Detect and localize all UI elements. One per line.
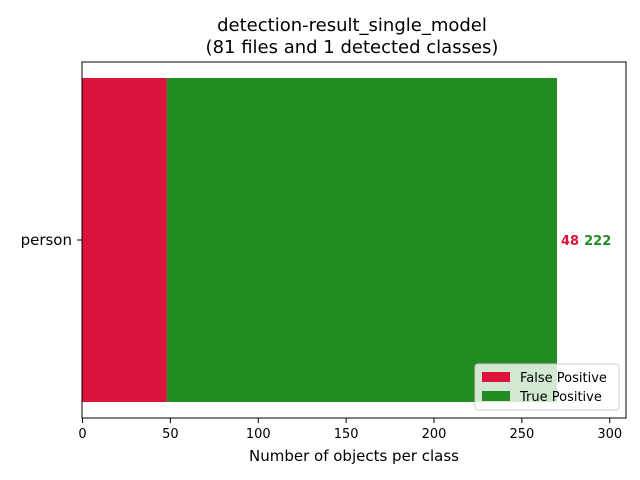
x-tick-label: 150 xyxy=(334,427,359,442)
legend-box xyxy=(474,363,620,411)
legend-label: True Positive xyxy=(519,390,602,405)
bar-person-false-positive xyxy=(82,78,167,402)
bar-person-true-positive xyxy=(166,78,558,402)
data-labels-group: 48 222 xyxy=(561,234,611,249)
legend-label: False Positive xyxy=(520,371,607,386)
chart-title-line-1: detection-result_single_model xyxy=(217,15,487,36)
chart-title-line-2: (81 files and 1 detected classes) xyxy=(206,37,499,58)
bars-group xyxy=(82,78,558,402)
x-tick-label: 0 xyxy=(78,427,86,442)
x-tick-label: 250 xyxy=(509,427,534,442)
x-tick-label: 100 xyxy=(246,427,271,442)
data-label-person-true-positive: 222 xyxy=(584,234,611,249)
legend-swatch xyxy=(482,372,510,382)
x-tick-label: 300 xyxy=(597,427,622,442)
x-tick-label: 50 xyxy=(162,427,179,442)
legend-swatch xyxy=(482,391,510,401)
y-tick-label: person xyxy=(21,231,72,249)
x-axis-ticks: 0 50 100 150 200 250 300 xyxy=(78,418,622,442)
x-tick-label: 200 xyxy=(422,427,447,442)
x-axis-label: Number of objects per class xyxy=(249,447,459,465)
legend: False Positive True Positive xyxy=(474,363,620,411)
y-axis-ticks: person xyxy=(21,231,82,249)
data-label-person-false-positive: 48 xyxy=(561,234,579,249)
